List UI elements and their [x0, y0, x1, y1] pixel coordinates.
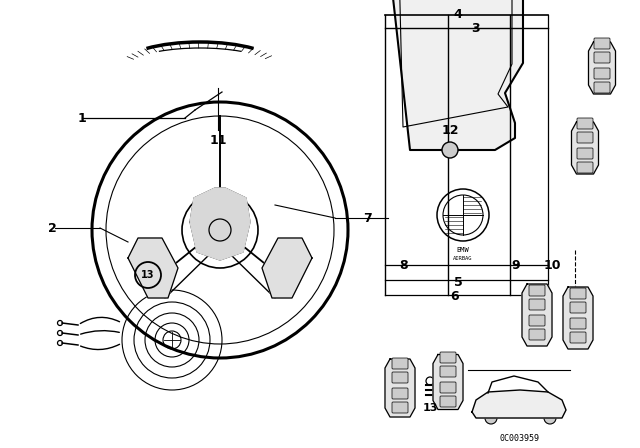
FancyBboxPatch shape — [594, 38, 610, 49]
Polygon shape — [522, 284, 552, 346]
Polygon shape — [190, 188, 250, 260]
FancyBboxPatch shape — [392, 388, 408, 399]
Circle shape — [58, 340, 63, 345]
FancyBboxPatch shape — [594, 82, 610, 93]
FancyBboxPatch shape — [570, 302, 586, 313]
FancyBboxPatch shape — [392, 372, 408, 383]
FancyBboxPatch shape — [577, 118, 593, 129]
Text: 5: 5 — [454, 276, 462, 289]
FancyBboxPatch shape — [529, 329, 545, 340]
Text: 3: 3 — [472, 22, 480, 34]
Circle shape — [442, 142, 458, 158]
Text: 12: 12 — [441, 124, 459, 137]
Polygon shape — [472, 390, 566, 418]
Text: 10: 10 — [543, 258, 561, 271]
Text: 13: 13 — [141, 270, 155, 280]
FancyBboxPatch shape — [570, 318, 586, 329]
FancyBboxPatch shape — [440, 396, 456, 407]
Circle shape — [58, 320, 63, 326]
FancyBboxPatch shape — [440, 382, 456, 393]
Text: 13: 13 — [422, 403, 438, 413]
FancyBboxPatch shape — [570, 332, 586, 343]
Polygon shape — [433, 354, 463, 409]
FancyBboxPatch shape — [392, 402, 408, 413]
FancyBboxPatch shape — [577, 148, 593, 159]
Circle shape — [544, 412, 556, 424]
FancyBboxPatch shape — [577, 132, 593, 143]
FancyBboxPatch shape — [529, 299, 545, 310]
Text: 11: 11 — [209, 134, 227, 146]
Polygon shape — [385, 359, 415, 417]
Text: BMW: BMW — [456, 247, 469, 253]
FancyBboxPatch shape — [570, 288, 586, 299]
Text: 4: 4 — [454, 8, 462, 21]
Polygon shape — [262, 238, 312, 298]
Circle shape — [426, 377, 434, 385]
FancyBboxPatch shape — [440, 366, 456, 377]
FancyBboxPatch shape — [392, 358, 408, 369]
FancyBboxPatch shape — [529, 315, 545, 326]
Polygon shape — [128, 238, 178, 298]
Text: 0C003959: 0C003959 — [500, 434, 540, 443]
Text: 2: 2 — [47, 221, 56, 234]
Text: 8: 8 — [400, 258, 408, 271]
Text: AIRBAG: AIRBAG — [453, 255, 473, 260]
FancyBboxPatch shape — [594, 52, 610, 63]
Polygon shape — [572, 122, 598, 174]
FancyBboxPatch shape — [529, 285, 545, 296]
Circle shape — [58, 331, 63, 336]
Text: 6: 6 — [451, 289, 460, 302]
Text: 1: 1 — [77, 112, 86, 125]
Polygon shape — [589, 42, 616, 94]
Text: 7: 7 — [364, 211, 372, 224]
FancyBboxPatch shape — [594, 68, 610, 79]
Polygon shape — [388, 0, 523, 150]
FancyBboxPatch shape — [577, 162, 593, 173]
Polygon shape — [563, 287, 593, 349]
Text: 9: 9 — [512, 258, 520, 271]
Circle shape — [485, 412, 497, 424]
FancyBboxPatch shape — [440, 352, 456, 363]
